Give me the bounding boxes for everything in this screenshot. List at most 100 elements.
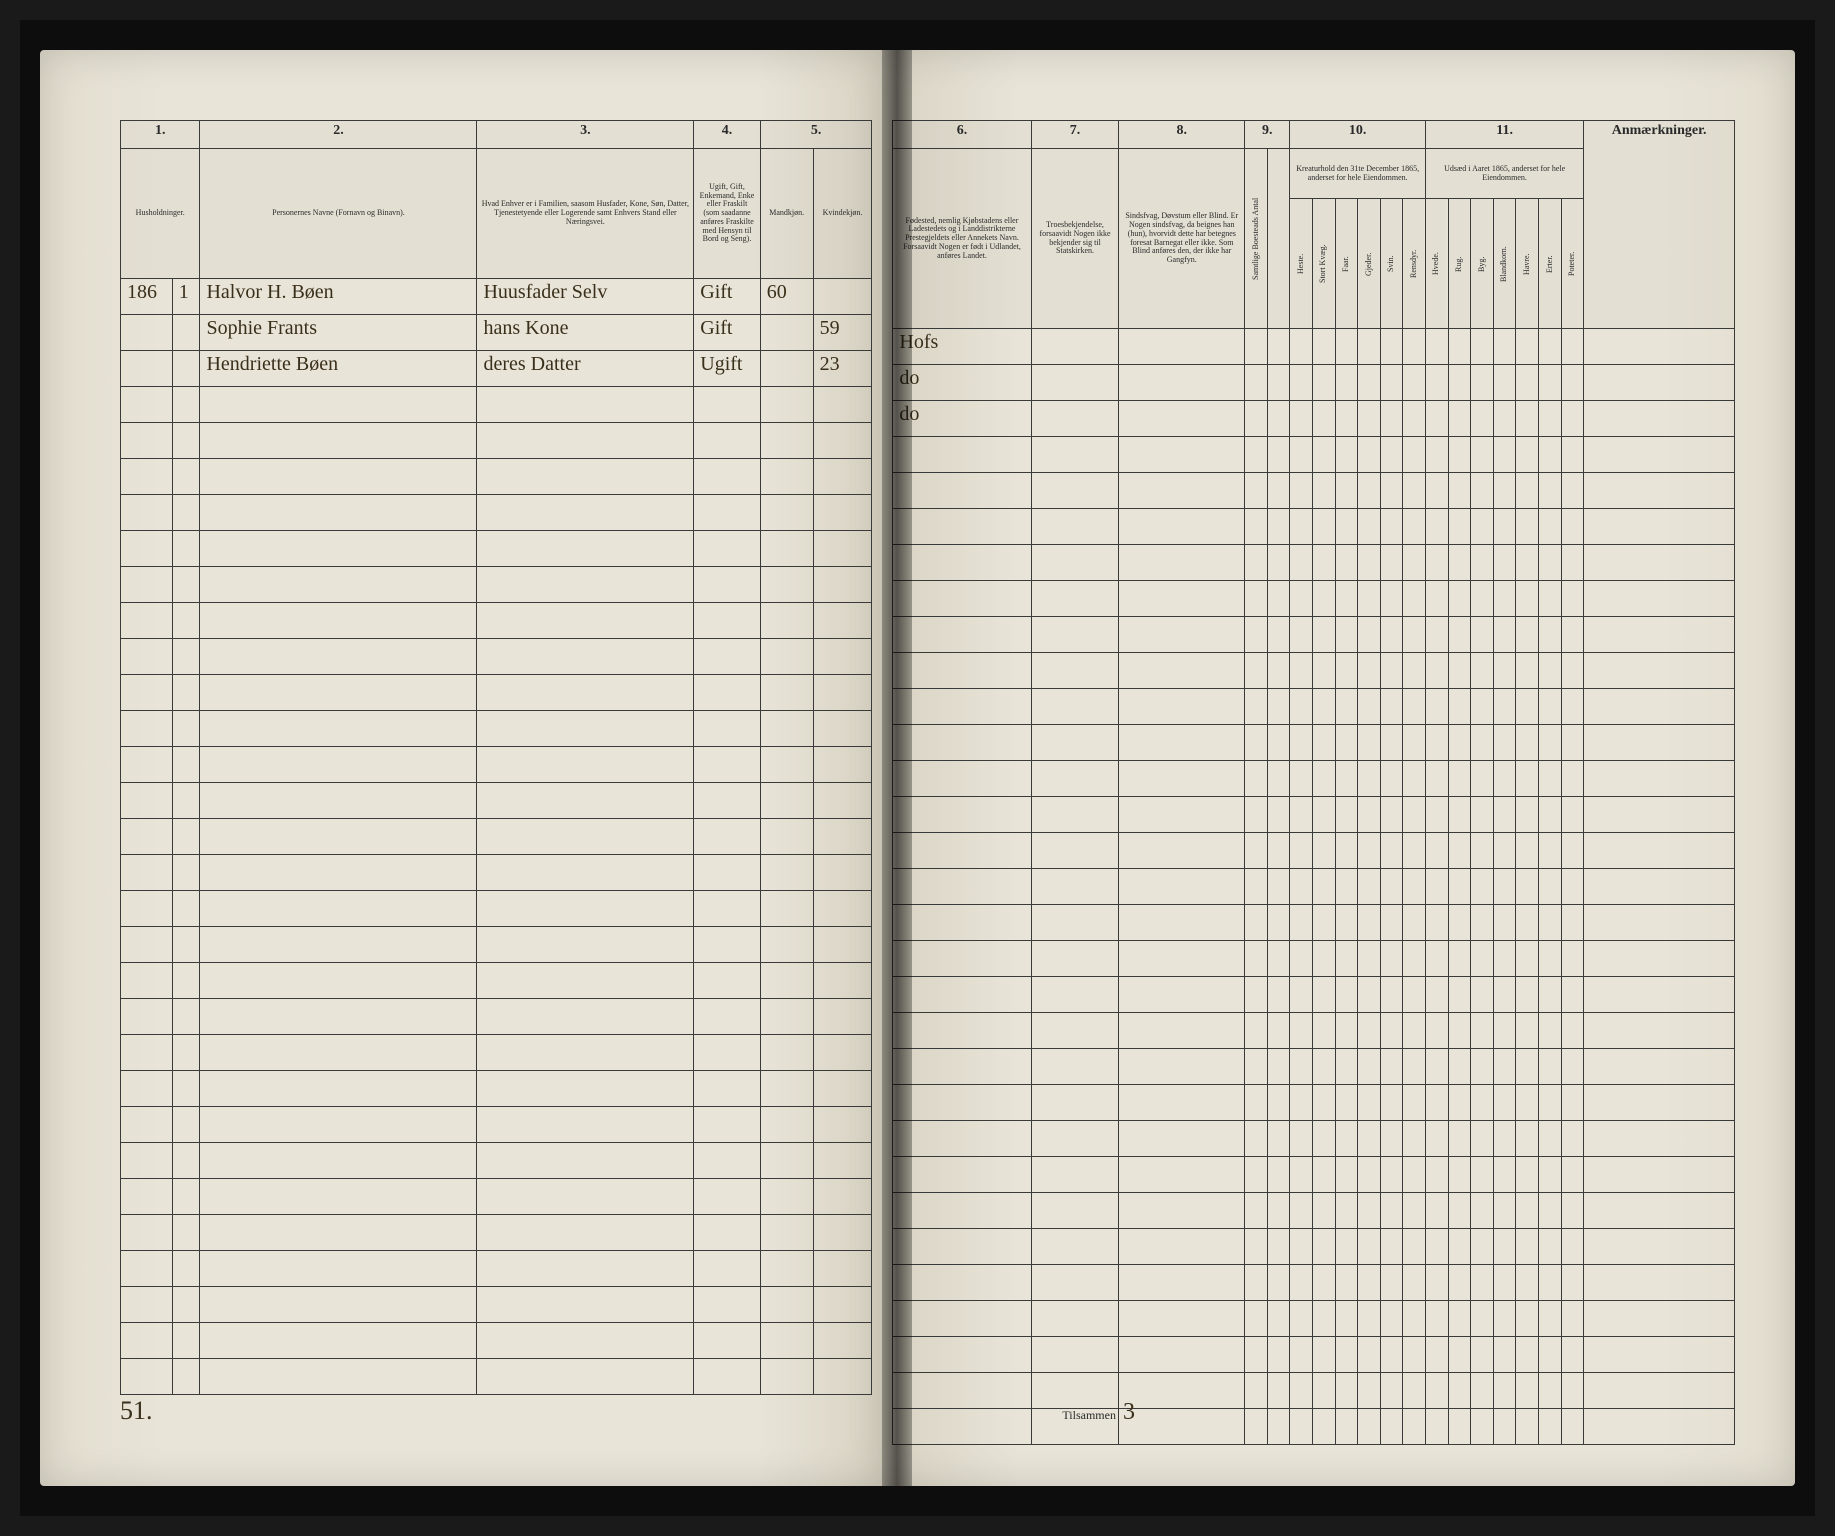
table-row [121, 927, 872, 963]
cell [1493, 329, 1516, 365]
cell [1584, 401, 1735, 437]
cell [1425, 401, 1448, 437]
header-labels-row: Husholdninger. Personernes Navne (Fornav… [121, 149, 872, 279]
cell [1290, 365, 1313, 401]
cell [1539, 401, 1562, 437]
c10-s4: Svin. [1380, 199, 1403, 329]
table-row [893, 1301, 1735, 1337]
col9-label: Samtlige Boesteads Antal [1245, 149, 1268, 329]
cell-role: Huusfader Selv [477, 279, 694, 315]
left-tbody: 186 1 Halvor H. Bøen Huusfader Selv Gift… [121, 279, 872, 1395]
col7-num: 7. [1031, 121, 1119, 149]
cell [1335, 329, 1358, 365]
cell [1335, 365, 1358, 401]
table-row [893, 1157, 1735, 1193]
cell-status: Gift [694, 315, 761, 351]
table-row [893, 1373, 1735, 1409]
table-row [121, 1323, 872, 1359]
table-row [893, 581, 1735, 617]
cell [1403, 329, 1426, 365]
c10-s5: Rensdyr. [1403, 199, 1426, 329]
cell-role: hans Kone [477, 315, 694, 351]
table-row: Hendriette Bøen deres Datter Ugift 23 [121, 351, 872, 387]
cell [1493, 401, 1516, 437]
cell [1245, 401, 1268, 437]
col12-label: Anmærkninger. [1584, 121, 1735, 329]
right-footer: Tilsammen 3 [1062, 1399, 1135, 1426]
table-row [121, 819, 872, 855]
table-row [121, 1107, 872, 1143]
table-row [893, 1193, 1735, 1229]
table-row [893, 869, 1735, 905]
header-numbers-row: 6. 7. 8. 9. 10. 11. Anmærkninger. [893, 121, 1735, 149]
cell-age-m [760, 315, 813, 351]
ledger-table-right: 6. 7. 8. 9. 10. 11. Anmærkninger. Fødest… [892, 120, 1735, 1445]
table-row [893, 1409, 1735, 1445]
cell [1493, 365, 1516, 401]
table-row [893, 1121, 1735, 1157]
book-spread: 1. 2. 3. 4. 5. Husholdninger. Personerne… [20, 20, 1815, 1516]
cell [1267, 365, 1290, 401]
cell [1561, 401, 1584, 437]
table-row [893, 509, 1735, 545]
ledger-table-left: 1. 2. 3. 4. 5. Husholdninger. Personerne… [120, 120, 872, 1395]
table-row [893, 1013, 1735, 1049]
col5-sub-k: Kvindekjøn. [813, 149, 872, 279]
cell-age-k: 59 [813, 315, 872, 351]
table-row [121, 1215, 872, 1251]
cell [1516, 365, 1539, 401]
col9-label2 [1267, 149, 1290, 329]
cell [1245, 329, 1268, 365]
table-row [121, 999, 872, 1035]
cell [1312, 401, 1335, 437]
col7-label: Troesbekjendelse, forsaavidt Nogen ikke … [1031, 149, 1119, 329]
col5-num: 5. [760, 121, 872, 149]
right-page: 6. 7. 8. 9. 10. 11. Anmærkninger. Fødest… [882, 50, 1795, 1486]
table-row [121, 675, 872, 711]
col3-label: Hvad Enhver er i Familien, saasom Husfad… [477, 149, 694, 279]
table-row [893, 833, 1735, 869]
table-row [893, 977, 1735, 1013]
table-row [121, 423, 872, 459]
cell-role: deres Datter [477, 351, 694, 387]
table-row [893, 473, 1735, 509]
table-row: 186 1 Halvor H. Bøen Huusfader Selv Gift… [121, 279, 872, 315]
table-row [893, 653, 1735, 689]
cell [1584, 365, 1735, 401]
cell [1539, 365, 1562, 401]
cell [1539, 329, 1562, 365]
table-row [121, 459, 872, 495]
table-row [121, 531, 872, 567]
cell-hh [121, 351, 173, 387]
cell-birthplace: Hofs [893, 329, 1031, 365]
c10-s3: Gjeder. [1358, 199, 1381, 329]
c11-s0: Hvede. [1425, 199, 1448, 329]
cell [1119, 365, 1245, 401]
cell [1119, 401, 1245, 437]
cell-age-m [760, 351, 813, 387]
c10-s0: Heste. [1290, 199, 1313, 329]
table-row [893, 689, 1735, 725]
table-row [121, 603, 872, 639]
cell [1516, 329, 1539, 365]
cell-hh: 186 [121, 279, 173, 315]
table-row [893, 1049, 1735, 1085]
c11-s5: Erter. [1539, 199, 1562, 329]
table-row [121, 1179, 872, 1215]
cell [1290, 401, 1313, 437]
cell [1425, 329, 1448, 365]
cell-name: Sophie Frants [200, 315, 477, 351]
table-row [893, 797, 1735, 833]
table-row: do [893, 365, 1735, 401]
c10-s2: Faar. [1335, 199, 1358, 329]
cell [1380, 329, 1403, 365]
cell [1471, 365, 1494, 401]
cell-age-k: 23 [813, 351, 872, 387]
table-row [121, 1143, 872, 1179]
cell [1561, 329, 1584, 365]
c11-s4: Havre. [1516, 199, 1539, 329]
c10-s1: Stort Kvæg. [1312, 199, 1335, 329]
col11-label: Udsæd i Aaret 1865, anderset for hele Ei… [1425, 149, 1583, 199]
cell-no: 1 [172, 279, 200, 315]
col6-label: Fødested, nemlig Kjøbstadens eller Lades… [893, 149, 1031, 329]
